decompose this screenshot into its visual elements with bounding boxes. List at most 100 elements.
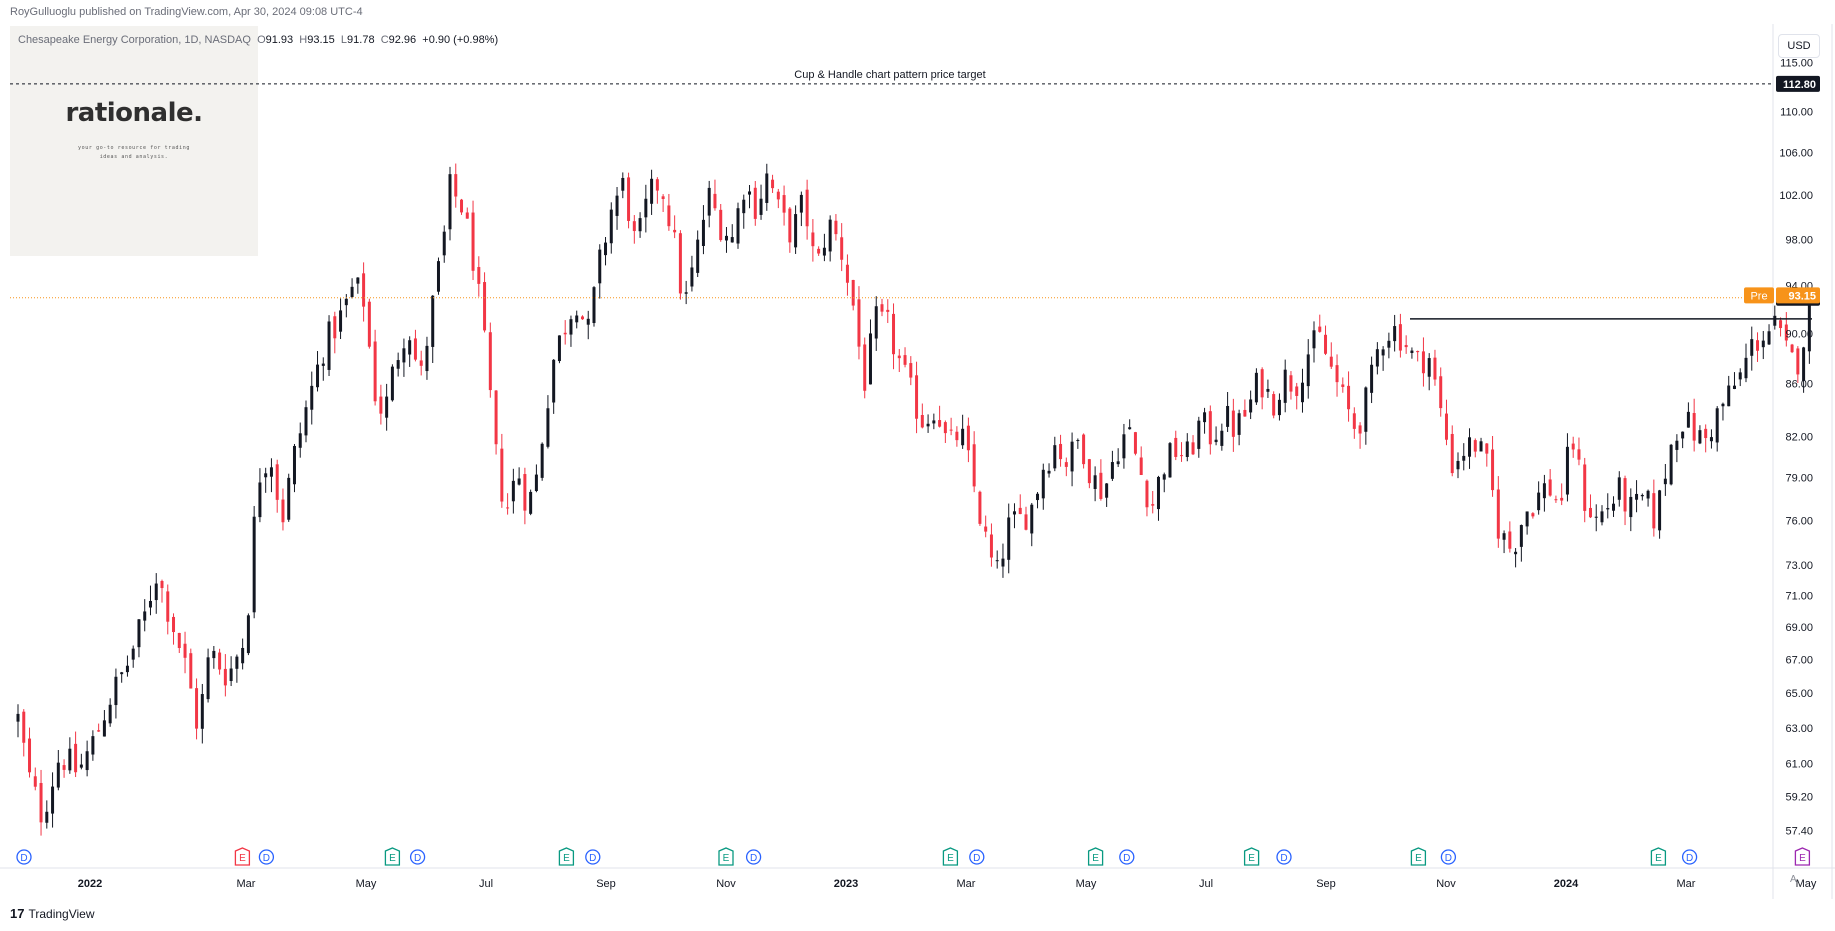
low-label: L [340,34,348,46]
candle-body [471,212,475,271]
time-tick-label: Mar [237,878,256,890]
candle-body [1277,399,1281,416]
candle-body [575,315,579,323]
event-marker-label: D [20,853,27,864]
candle-body [650,178,654,204]
candle-body [730,237,734,243]
candle-body [943,422,947,434]
time-tick-label: May [356,878,377,890]
candle-body [1387,340,1391,348]
candle-body [379,396,383,414]
candle-body [189,653,193,689]
event-marker-label: E [1655,853,1662,864]
candle-body [621,177,625,191]
event-marker-label: D [414,853,421,864]
time-axis[interactable]: 2022 Mar May Jul Sep Nov 2023 Mar May Jul Sep Nov 20… [78,878,1817,890]
auto-scale-button[interactable]: A [1790,874,1797,885]
candle-body [1456,460,1460,470]
candle-body [206,657,210,700]
candle-body [465,212,469,219]
candle-body [1180,455,1184,457]
candle-body [1681,431,1685,439]
dividend-marker [1440,849,1457,865]
candle-body [350,286,354,298]
event-marker-label: D [589,853,596,864]
candle-body [154,583,158,601]
candle-body [1064,462,1068,467]
candle-body [552,359,556,403]
price-tick-label: 82.00 [1785,431,1813,443]
candle-body [955,431,959,441]
candle-body [298,433,302,448]
candle-body [51,786,55,814]
candle-body [1686,411,1690,428]
candle-body [500,448,504,502]
candle-body [932,420,936,424]
candle-body [131,648,135,660]
candle-body [1203,412,1207,423]
candle-body [183,643,187,658]
candle-body [413,338,417,360]
candle-body [978,491,982,524]
dividend-marker [409,849,426,865]
earnings-marker [718,847,734,866]
candle-body [477,267,481,284]
price-tick-label: 86.00 [1785,379,1813,391]
candle-body [1612,503,1616,511]
candle-body [1404,345,1408,348]
candle-body [1410,350,1414,353]
candle-body [460,199,464,213]
candle-body [546,408,550,447]
candle-body [580,316,584,320]
candle-body [264,473,268,478]
candle-body [1110,462,1114,479]
candle-body [339,310,343,332]
candle-body [1416,350,1420,353]
candle-body [344,298,348,306]
event-marker-label: E [947,853,954,864]
event-marker-label: D [1280,853,1287,864]
tradingview-footer[interactable]: 17 TradingView [10,906,95,921]
candle-body [1496,489,1500,539]
open-value: 91.93 [265,34,294,46]
candle-body [1272,394,1276,416]
candle-body [834,220,838,235]
candle-body [1548,479,1552,496]
candle-body [678,233,682,294]
candle-body [1779,320,1783,329]
target-price-tag-label: 112.80 [1783,79,1816,91]
candle-body [108,704,112,724]
candle-body [1588,507,1592,518]
candle-body [713,193,717,209]
dividend-marker [16,849,32,865]
candle-body [287,477,291,520]
price-axis[interactable]: 57.40 59.20 61.00 63.00 65.00 67.00 69.00 71.00… [1744,57,1820,838]
candle-body [1652,493,1656,529]
price-tick-label: 71.00 [1785,591,1813,603]
candle-body [1583,464,1587,511]
earnings-marker [1650,847,1667,866]
candle-body [966,425,970,451]
candle-body [327,321,331,370]
candle-body [995,560,999,562]
logo-tagline-line1: your go-to resource for trading [78,145,190,151]
symbol-title[interactable]: Chesapeake Energy Corporation, 1D, NASDA… [18,34,251,46]
earnings-marker [384,847,401,866]
candle-body [1491,449,1495,491]
candle-body [822,247,826,256]
currency-button[interactable]: USD [1778,34,1820,58]
candle-body [696,239,700,273]
candle-body [1640,494,1644,497]
candle-body [840,237,844,260]
candle-body [1473,440,1477,452]
candle-body [984,526,988,532]
candle-body [373,341,377,402]
candle-body [753,187,757,219]
high-label: H [299,34,308,46]
candle-body [1059,443,1063,460]
candle-body [74,743,78,773]
pre-price-tag-label: 93.15 [1788,290,1816,302]
candle-body [1479,441,1483,452]
candle-body [1266,388,1270,392]
